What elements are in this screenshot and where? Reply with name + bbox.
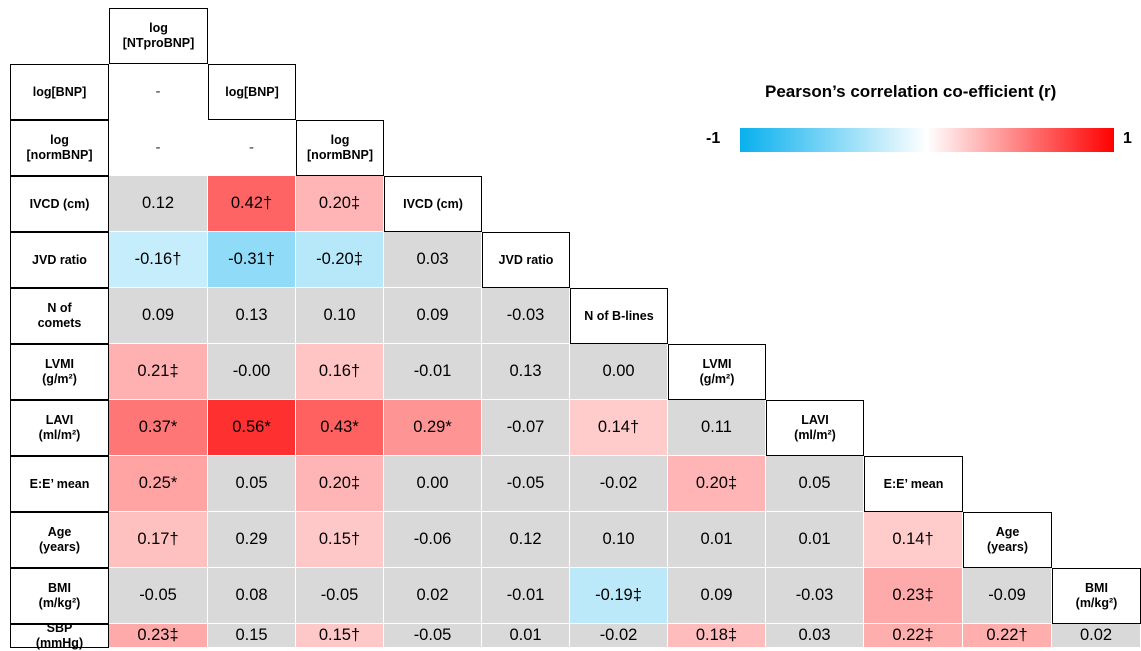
row-label: log [normBNP]: [10, 120, 109, 176]
heatmap-cell: -0.07: [482, 400, 570, 456]
heatmap-cell: 0.01: [482, 624, 570, 648]
diagonal-header: N of B-lines: [570, 288, 668, 344]
heatmap-cell: 0.22†: [963, 624, 1052, 648]
heatmap-cell: -0.31†: [208, 232, 296, 288]
heatmap-cell: -0.09: [963, 568, 1052, 624]
diagonal-header: JVD ratio: [482, 232, 570, 288]
heatmap-cell: -0.01: [482, 568, 570, 624]
heatmap-cell: -0.03: [482, 288, 570, 344]
heatmap-cell: -0.05: [296, 568, 384, 624]
legend-min-label: -1: [706, 130, 721, 147]
diagonal-header: LAVI (ml/m²): [766, 400, 864, 456]
heatmap-cell: -0.00: [208, 344, 296, 400]
heatmap-cell: -: [208, 120, 296, 176]
heatmap-cell: 0.17†: [109, 512, 208, 568]
diagonal-header: Age (years): [963, 512, 1052, 568]
row-label: IVCD (cm): [10, 176, 109, 232]
heatmap-cell: 0.22‡: [864, 624, 963, 648]
heatmap-cell: -0.02: [570, 456, 668, 512]
heatmap-cell: 0.23‡: [864, 568, 963, 624]
heatmap-cell: 0.20‡: [296, 456, 384, 512]
heatmap-cell: -0.16†: [109, 232, 208, 288]
heatmap-cell: 0.13: [482, 344, 570, 400]
heatmap-cell: -0.05: [384, 624, 482, 648]
row-label: LAVI (ml/m²): [10, 400, 109, 456]
row-label: LVMI (g/m²): [10, 344, 109, 400]
column-header: log [NTproBNP]: [109, 8, 208, 64]
color-legend: Pearson’s correlation co-efficient (r) -…: [700, 80, 1141, 160]
row-label: Age (years): [10, 512, 109, 568]
heatmap-cell: 0.29*: [384, 400, 482, 456]
heatmap-cell: 0.12: [482, 512, 570, 568]
diagonal-header: E:E’ mean: [864, 456, 963, 512]
heatmap-cell: 0.09: [384, 288, 482, 344]
diagonal-header: IVCD (cm): [384, 176, 482, 232]
heatmap-cell: 0.10: [570, 512, 668, 568]
heatmap-cell: -0.06: [384, 512, 482, 568]
heatmap-cell: 0.21‡: [109, 344, 208, 400]
heatmap-cell: 0.16†: [296, 344, 384, 400]
heatmap-cell: -0.19‡: [570, 568, 668, 624]
row-label: N of comets: [10, 288, 109, 344]
diagonal-header: BMI (m/kg²): [1052, 568, 1141, 624]
heatmap-cell: 0.11: [668, 400, 766, 456]
heatmap-cell: 0.02: [384, 568, 482, 624]
heatmap-cell: -0.01: [384, 344, 482, 400]
heatmap-cell: -0.20‡: [296, 232, 384, 288]
heatmap-cell: 0.43*: [296, 400, 384, 456]
diagonal-header: log[BNP]: [208, 64, 296, 120]
heatmap-cell: 0.13: [208, 288, 296, 344]
diagonal-header: LVMI (g/m²): [668, 344, 766, 400]
heatmap-cell: 0.25*: [109, 456, 208, 512]
row-label: BMI (m/kg²): [10, 568, 109, 624]
heatmap-cell: 0.09: [109, 288, 208, 344]
heatmap-cell: 0.00: [570, 344, 668, 400]
legend-max-label: 1: [1123, 130, 1132, 147]
heatmap-cell: 0.29: [208, 512, 296, 568]
heatmap-cell: 0.03: [384, 232, 482, 288]
row-label: JVD ratio: [10, 232, 109, 288]
heatmap-cell: 0.15†: [296, 624, 384, 648]
row-label: E:E’ mean: [10, 456, 109, 512]
diagonal-header: log [normBNP]: [296, 120, 384, 176]
heatmap-cell: 0.37*: [109, 400, 208, 456]
heatmap-cell: 0.01: [668, 512, 766, 568]
heatmap-cell: 0.05: [208, 456, 296, 512]
heatmap-cell: 0.08: [208, 568, 296, 624]
heatmap-cell: -0.02: [570, 624, 668, 648]
row-label: SBP (mmHg): [10, 621, 109, 650]
row-label: log[BNP]: [10, 64, 109, 120]
heatmap-cell: -: [109, 120, 208, 176]
legend-title: Pearson’s correlation co-efficient (r): [765, 82, 1057, 101]
heatmap-cell: 0.14†: [864, 512, 963, 568]
heatmap-cell: 0.02: [1052, 624, 1141, 648]
heatmap-cell: 0.23‡: [109, 624, 208, 648]
heatmap-cell: 0.20‡: [296, 176, 384, 232]
heatmap-cell: 0.18‡: [668, 624, 766, 648]
heatmap-cell: 0.15: [208, 624, 296, 648]
heatmap-cell: 0.03: [766, 624, 864, 648]
heatmap-cell: 0.09: [668, 568, 766, 624]
heatmap-cell: 0.56*: [208, 400, 296, 456]
heatmap-cell: 0.05: [766, 456, 864, 512]
heatmap-cell: 0.20‡: [668, 456, 766, 512]
heatmap-cell: -0.03: [766, 568, 864, 624]
legend-gradient-bar: [740, 128, 1114, 152]
heatmap-cell: 0.10: [296, 288, 384, 344]
heatmap-cell: 0.42†: [208, 176, 296, 232]
heatmap-cell: -0.05: [109, 568, 208, 624]
heatmap-cell: 0.14†: [570, 400, 668, 456]
heatmap-cell: 0.12: [109, 176, 208, 232]
heatmap-cell: 0.15†: [296, 512, 384, 568]
heatmap-cell: -0.05: [482, 456, 570, 512]
heatmap-cell: 0.01: [766, 512, 864, 568]
heatmap-cell: 0.00: [384, 456, 482, 512]
heatmap-cell: -: [109, 64, 208, 120]
